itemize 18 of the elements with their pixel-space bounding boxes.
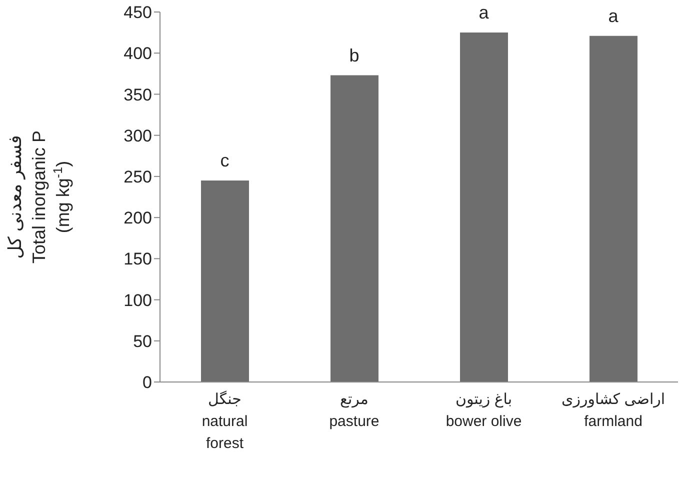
- bar: [330, 75, 378, 382]
- annotation: a: [478, 2, 490, 23]
- y-tick-label: 150: [124, 250, 152, 269]
- y-tick-label: 300: [124, 126, 152, 146]
- y-tick-label: 250: [124, 167, 152, 186]
- y-tick-label: 450: [124, 3, 152, 22]
- annotation: c: [220, 150, 230, 171]
- bar: [201, 180, 249, 382]
- y-tick-label: 400: [124, 44, 152, 64]
- bar: [590, 36, 638, 382]
- bar: [460, 32, 508, 382]
- y-tick-label: 50: [133, 332, 152, 351]
- annotation: b: [349, 45, 360, 66]
- annotation: a: [608, 6, 620, 26]
- y-tick-label: 100: [124, 290, 152, 310]
- y-tick-label: 0: [142, 373, 152, 392]
- y-tick-label: 200: [124, 208, 152, 228]
- y-tick-label: 350: [124, 85, 152, 104]
